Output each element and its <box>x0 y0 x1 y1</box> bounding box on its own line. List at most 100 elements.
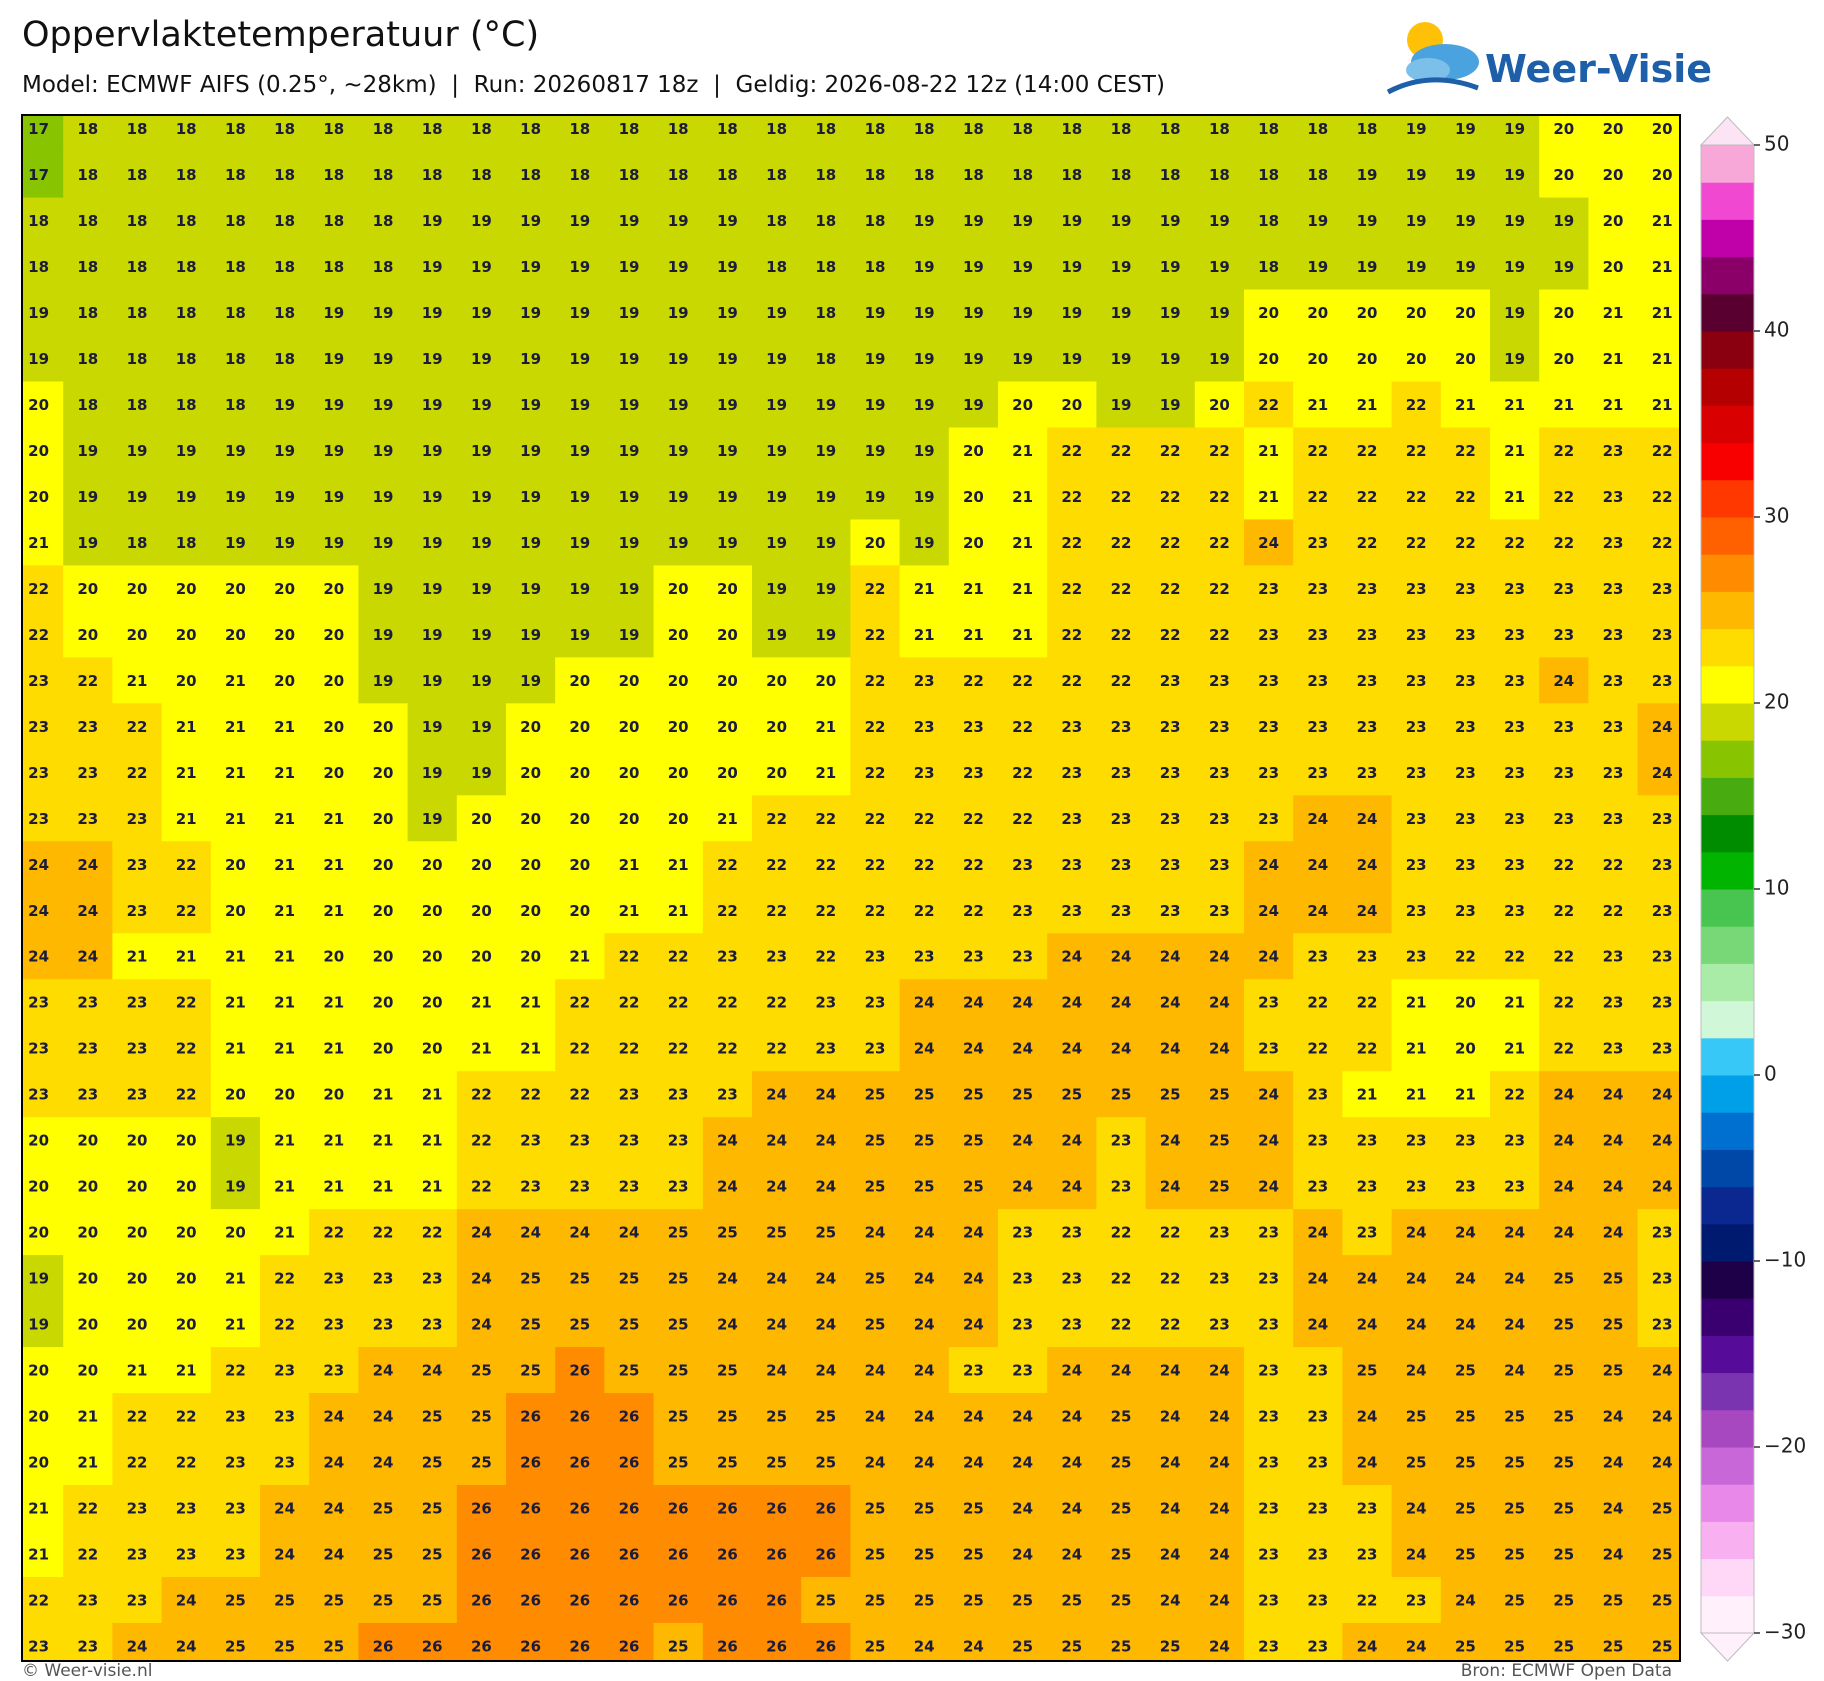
temperature-label: 26 <box>569 1362 590 1380</box>
temperature-label: 19 <box>668 488 689 506</box>
temperature-cell <box>899 1576 950 1624</box>
temperature-cell <box>260 1622 310 1661</box>
temperature-label: 22 <box>569 994 590 1012</box>
temperature-label: 20 <box>127 1316 148 1334</box>
temperature-cell <box>407 197 458 245</box>
temperature-cell <box>998 197 1048 245</box>
temperature-label: 21 <box>717 810 738 828</box>
temperature-label: 19 <box>668 350 689 368</box>
temperature-label: 24 <box>28 856 49 874</box>
temperature-cell <box>850 1530 901 1578</box>
temperature-cell <box>309 657 359 704</box>
temperature-cell <box>22 1439 64 1486</box>
temperature-cell <box>161 795 212 842</box>
temperature-label: 19 <box>225 1178 246 1196</box>
temperature-cell <box>260 151 310 199</box>
temperature-cell <box>456 1347 507 1394</box>
temperature-cell <box>1293 1209 1343 1256</box>
temperature-cell <box>1342 1071 1393 1118</box>
temperature-cell <box>899 841 950 888</box>
temperature-label: 17 <box>28 120 49 138</box>
temperature-cell <box>309 1530 359 1578</box>
temperature-cell <box>752 1485 802 1532</box>
temperature-label: 23 <box>127 856 148 874</box>
temperature-cell <box>1440 1485 1491 1532</box>
temperature-label: 19 <box>717 304 738 322</box>
temperature-label: 24 <box>914 1454 935 1472</box>
temperature-label: 23 <box>28 1040 49 1058</box>
temperature-label: 19 <box>569 626 590 644</box>
temperature-cell <box>506 795 556 842</box>
temperature-label: 19 <box>520 488 541 506</box>
temperature-label: 25 <box>1553 1500 1574 1518</box>
temperature-cell <box>604 1255 655 1302</box>
temperature-label: 23 <box>963 764 984 782</box>
temperature-cell <box>1539 611 1589 658</box>
temperature-cell <box>1391 1530 1442 1578</box>
temperature-cell <box>407 1485 458 1532</box>
temperature-label: 21 <box>274 994 295 1012</box>
temperature-label: 23 <box>1603 764 1624 782</box>
temperature-cell <box>998 381 1048 429</box>
temperature-cell <box>850 841 901 888</box>
temperature-label: 23 <box>1553 580 1574 598</box>
temperature-label: 18 <box>471 120 492 138</box>
temperature-cell <box>1440 749 1491 796</box>
temperature-cell <box>1391 473 1442 521</box>
temperature-cell <box>407 1117 458 1164</box>
temperature-label: 23 <box>127 994 148 1012</box>
temperature-label: 19 <box>77 488 98 506</box>
temperature-label: 19 <box>225 488 246 506</box>
temperature-label: 24 <box>1160 1178 1181 1196</box>
temperature-label: 26 <box>619 1591 640 1609</box>
temperature-label: 20 <box>1357 304 1378 322</box>
temperature-cell <box>555 473 605 521</box>
temperature-cell <box>22 1622 64 1661</box>
temperature-label: 23 <box>865 994 886 1012</box>
temperature-cell <box>1047 243 1097 291</box>
temperature-label: 23 <box>28 672 49 690</box>
temperature-cell <box>1391 565 1442 612</box>
temperature-cell <box>653 1071 704 1118</box>
temperature-label: 25 <box>1603 1270 1624 1288</box>
temperature-label: 24 <box>1603 1086 1624 1104</box>
temperature-label: 21 <box>274 1040 295 1058</box>
temperature-cell <box>1490 115 1540 153</box>
temperature-cell <box>309 335 359 383</box>
temperature-cell <box>702 519 753 567</box>
temperature-cell <box>653 473 704 521</box>
temperature-label: 21 <box>963 580 984 598</box>
temperature-label: 23 <box>28 764 49 782</box>
temperature-label: 20 <box>569 810 590 828</box>
logo-cloud <box>1406 58 1450 82</box>
temperature-cell <box>456 1209 507 1256</box>
temperature-label: 22 <box>1357 1040 1378 1058</box>
temperature-cell <box>1539 197 1589 245</box>
temperature-label: 21 <box>225 718 246 736</box>
temperature-label: 20 <box>323 948 344 966</box>
temperature-label: 20 <box>1553 304 1574 322</box>
temperature-label: 23 <box>225 1454 246 1472</box>
temperature-label: 24 <box>865 1408 886 1426</box>
temperature-label: 23 <box>914 764 935 782</box>
colorbar-bin <box>1701 256 1754 295</box>
temperature-cell <box>456 289 507 337</box>
temperature-label: 18 <box>1061 166 1082 184</box>
temperature-cell <box>1293 1393 1343 1440</box>
temperature-label: 20 <box>717 764 738 782</box>
temperature-cell <box>1096 335 1147 383</box>
temperature-cell <box>899 1025 950 1072</box>
temperature-label: 18 <box>77 212 98 230</box>
temperature-cell <box>1588 657 1639 704</box>
temperature-label: 25 <box>1406 1454 1427 1472</box>
temperature-cell <box>309 473 359 521</box>
temperature-cell <box>112 1393 163 1440</box>
temperature-label: 18 <box>1012 166 1033 184</box>
temperature-cell <box>850 1301 901 1348</box>
temperature-label: 20 <box>766 718 787 736</box>
title: Oppervlaktetemperatuur (°C) <box>22 15 539 55</box>
temperature-cell <box>1047 1622 1097 1661</box>
temperature-label: 22 <box>1012 718 1033 736</box>
temperature-label: 19 <box>520 396 541 414</box>
temperature-label: 19 <box>323 534 344 552</box>
